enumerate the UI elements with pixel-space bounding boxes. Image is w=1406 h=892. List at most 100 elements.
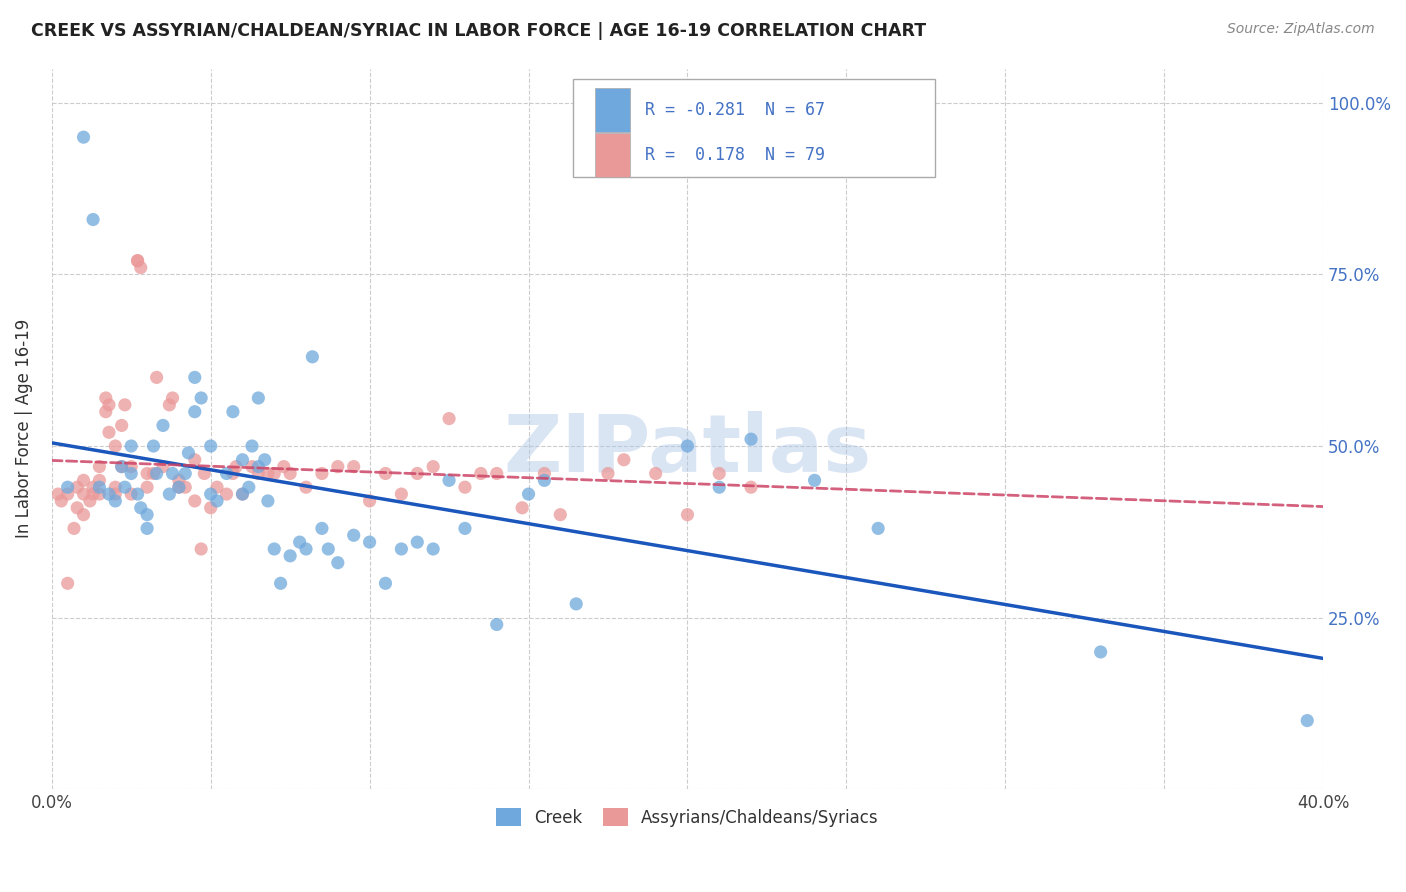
Point [225, 459, 247, 474]
Point [240, 459, 263, 474]
Point [273, 459, 295, 474]
Point [311, 521, 333, 535]
Point [157, 487, 180, 501]
Point [82, 487, 104, 501]
Point [257, 494, 280, 508]
Point [184, 452, 207, 467]
Point [263, 541, 285, 556]
Point [177, 446, 200, 460]
Point [613, 452, 636, 467]
Point [406, 467, 429, 481]
Point [142, 439, 165, 453]
Point [454, 480, 477, 494]
Point [389, 541, 412, 556]
Point [278, 549, 301, 563]
Point [162, 467, 184, 481]
Point [127, 253, 149, 268]
Point [550, 508, 572, 522]
Point [104, 487, 127, 501]
Point [454, 521, 477, 535]
Point [111, 459, 134, 474]
Point [1090, 645, 1112, 659]
Point [222, 405, 245, 419]
Text: ZIPatlas: ZIPatlas [503, 411, 872, 490]
Point [51, 494, 73, 508]
Point [200, 439, 222, 453]
Point [46, 487, 69, 501]
Point [145, 467, 167, 481]
Point [142, 467, 165, 481]
Point [343, 528, 366, 542]
Point [167, 480, 190, 494]
FancyBboxPatch shape [595, 134, 630, 177]
Point [406, 535, 429, 549]
Point [278, 467, 301, 481]
Point [145, 370, 167, 384]
Point [709, 467, 731, 481]
Point [97, 425, 120, 440]
Point [184, 370, 207, 384]
Point [422, 541, 444, 556]
Point [82, 212, 104, 227]
Point [167, 480, 190, 494]
Point [63, 521, 86, 535]
Point [374, 467, 396, 481]
Point [56, 487, 79, 501]
Point [129, 500, 152, 515]
Point [167, 474, 190, 488]
Point [120, 439, 142, 453]
Point [288, 535, 311, 549]
Point [240, 439, 263, 453]
Legend: Creek, Assyrians/Chaldeans/Syriacs: Creek, Assyrians/Chaldeans/Syriacs [488, 800, 887, 835]
Point [326, 459, 349, 474]
Point [66, 500, 89, 515]
Point [120, 459, 142, 474]
Point [374, 576, 396, 591]
Point [66, 480, 89, 494]
Point [740, 480, 762, 494]
Point [174, 467, 197, 481]
Point [533, 474, 555, 488]
Point [205, 494, 228, 508]
FancyBboxPatch shape [595, 88, 630, 132]
Point [485, 617, 508, 632]
Point [127, 487, 149, 501]
Point [72, 474, 94, 488]
Point [270, 576, 292, 591]
Point [247, 391, 270, 405]
Point [79, 494, 101, 508]
Point [114, 480, 136, 494]
Point [72, 130, 94, 145]
Point [200, 500, 222, 515]
Point [136, 480, 159, 494]
Point [533, 467, 555, 481]
Point [247, 467, 270, 481]
Point [740, 432, 762, 446]
Point [803, 474, 825, 488]
Point [94, 391, 117, 405]
Point [517, 487, 540, 501]
Point [152, 459, 174, 474]
FancyBboxPatch shape [574, 79, 935, 177]
Point [111, 459, 134, 474]
Point [231, 487, 253, 501]
Point [205, 480, 228, 494]
Point [295, 480, 318, 494]
Point [238, 480, 260, 494]
Point [104, 494, 127, 508]
Point [422, 459, 444, 474]
Point [247, 459, 270, 474]
Point [136, 467, 159, 481]
Point [311, 467, 333, 481]
Point [343, 459, 366, 474]
Point [190, 391, 212, 405]
Point [56, 576, 79, 591]
Point [389, 487, 412, 501]
Point [231, 487, 253, 501]
Point [184, 494, 207, 508]
Point [111, 418, 134, 433]
Point [174, 480, 197, 494]
Point [190, 541, 212, 556]
Point [596, 467, 619, 481]
Point [263, 467, 285, 481]
